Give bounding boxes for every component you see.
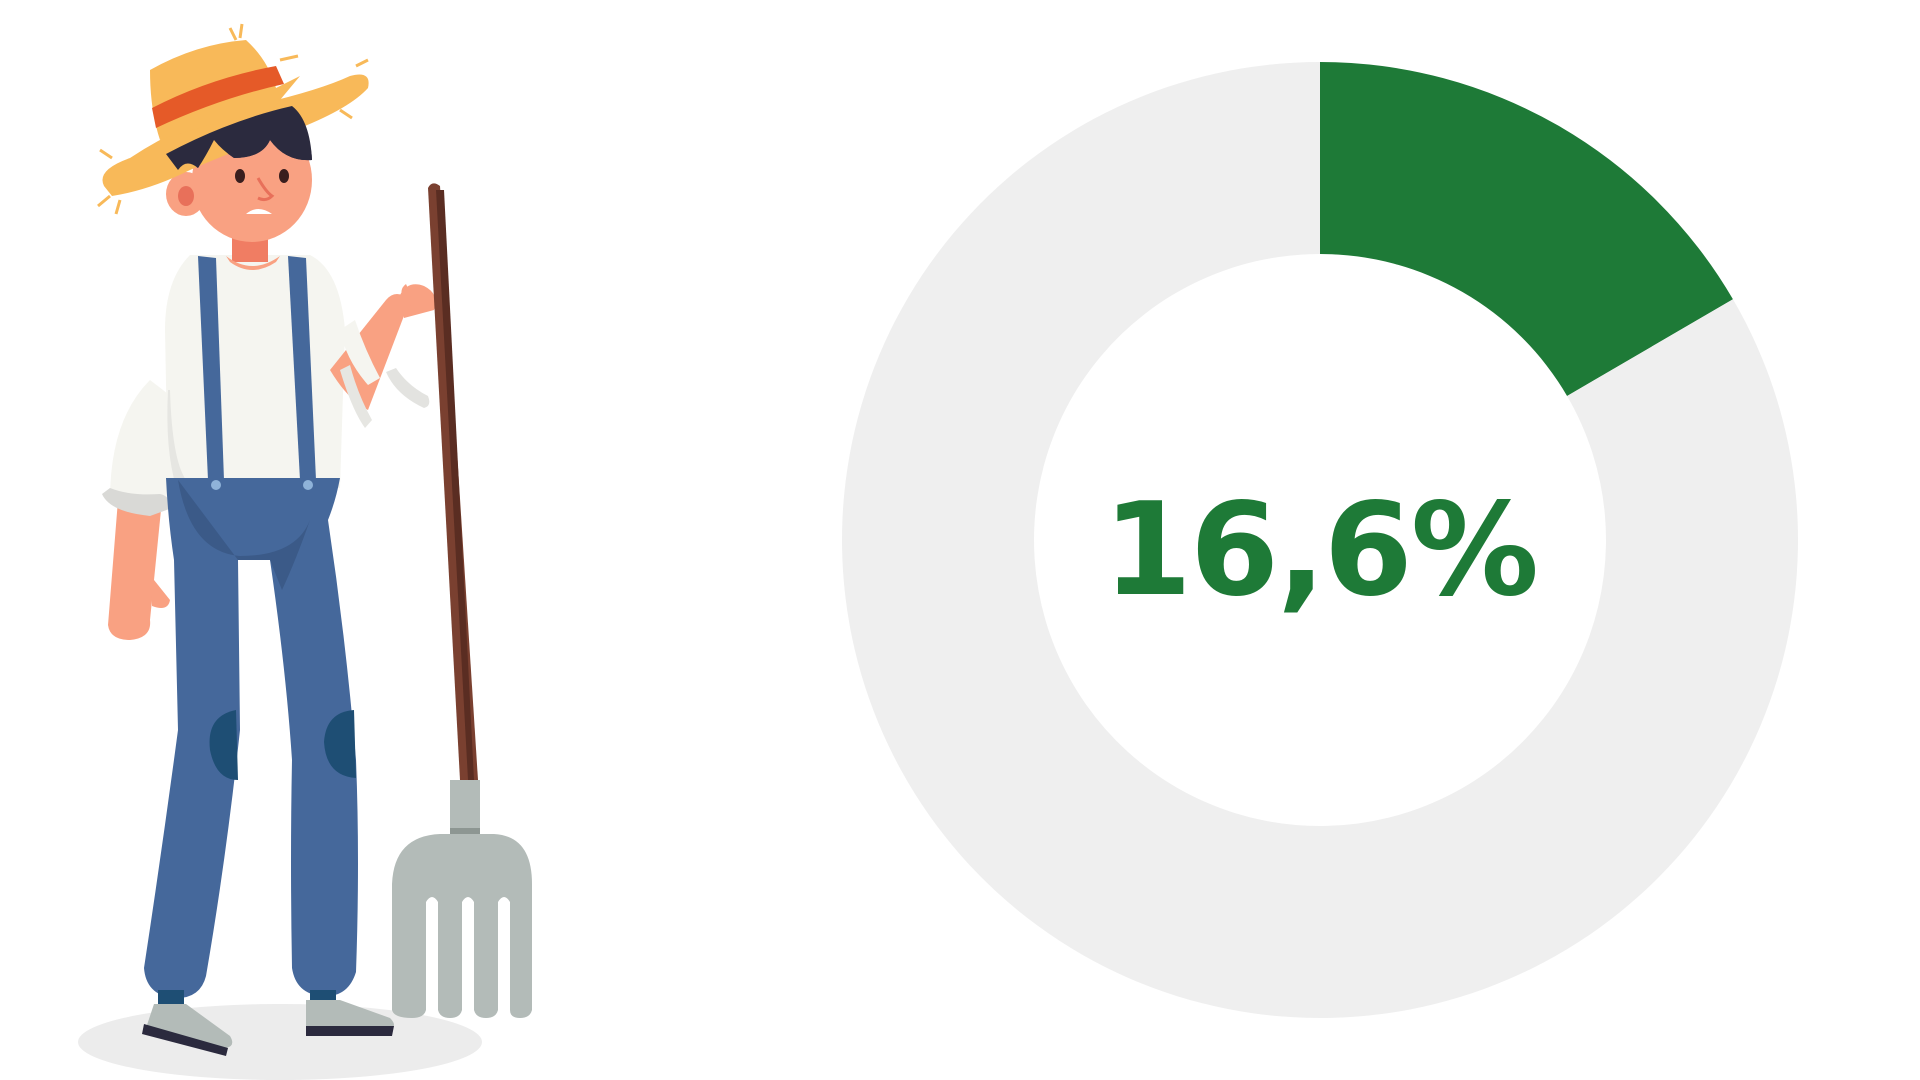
straw-hat <box>97 23 369 215</box>
percentage-label: 16,6% <box>1102 475 1539 625</box>
farmer-illustration <box>78 23 532 1080</box>
donut-slice-highlight <box>1320 62 1733 396</box>
donut-chart <box>842 61 1798 1018</box>
donut-slice-remainder <box>842 61 1798 1018</box>
farmer-figure <box>97 23 436 1056</box>
pitchfork-icon <box>392 183 532 1018</box>
